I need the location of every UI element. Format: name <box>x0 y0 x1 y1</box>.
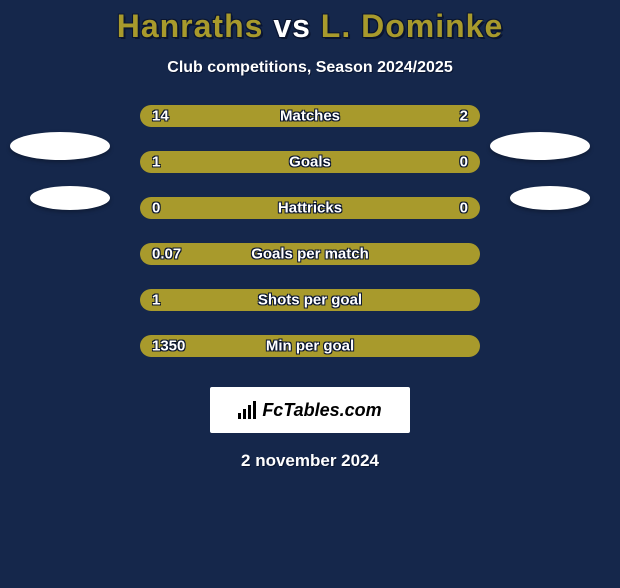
brand-bars-icon <box>238 401 256 419</box>
comparison-title: Hanraths vs L. Dominke <box>0 8 620 45</box>
stat-row: 1Shots per goal <box>140 289 480 311</box>
stat-label: Shots per goal <box>140 292 480 309</box>
player-ellipse <box>10 132 110 160</box>
player1-name: Hanraths <box>117 8 264 44</box>
subtitle: Club competitions, Season 2024/2025 <box>0 59 620 77</box>
stat-row: 142Matches <box>140 105 480 127</box>
brand-text: FcTables.com <box>262 400 381 421</box>
stat-label: Min per goal <box>140 338 480 355</box>
stat-row: 0.07Goals per match <box>140 243 480 265</box>
stat-row: 00Hattricks <box>140 197 480 219</box>
stat-label: Goals per match <box>140 246 480 263</box>
brand-badge: FcTables.com <box>210 387 410 433</box>
player2-name: L. Dominke <box>321 8 503 44</box>
player-ellipse <box>510 186 590 210</box>
stat-row: 1350Min per goal <box>140 335 480 357</box>
stat-label: Goals <box>140 154 480 171</box>
stat-row: 10Goals <box>140 151 480 173</box>
vs-text: vs <box>273 8 311 44</box>
stat-label: Hattricks <box>140 200 480 217</box>
player-ellipse <box>30 186 110 210</box>
player-ellipse <box>490 132 590 160</box>
date-text: 2 november 2024 <box>0 451 620 471</box>
stat-label: Matches <box>140 108 480 125</box>
